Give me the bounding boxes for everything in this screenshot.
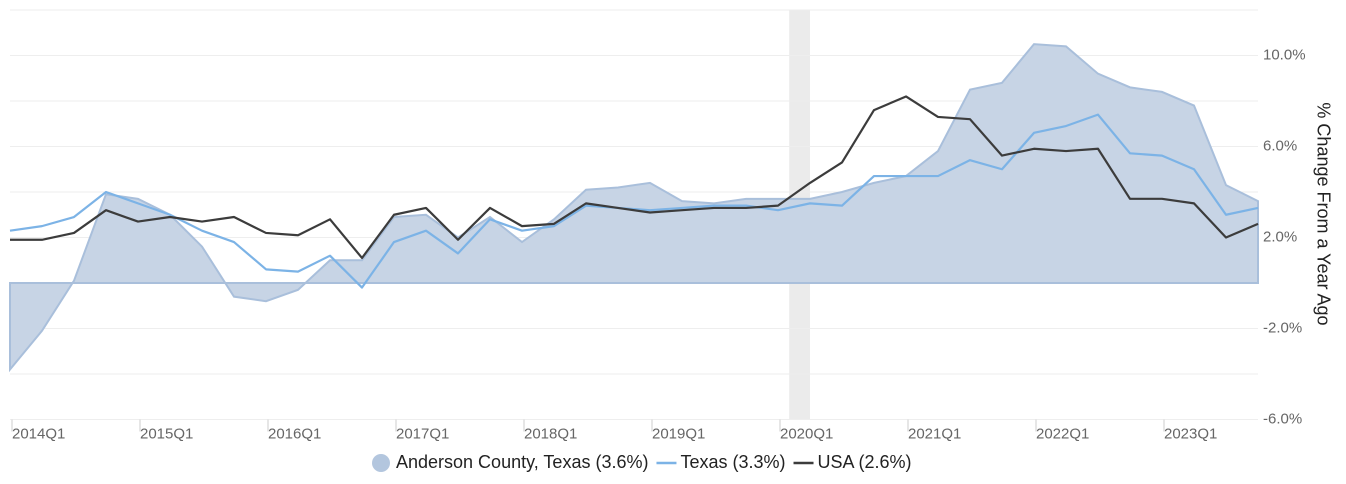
legend-swatch [372,454,390,472]
line [10,95,1259,260]
legend-label: Texas (3.3%) [680,452,785,472]
y-tick-label: 10.0% [1263,46,1306,63]
y-tick-label: 6.0% [1263,137,1297,154]
line [9,113,1259,289]
x-tick-label: 2021Q1 [908,425,961,442]
x-tick-label: 2018Q1 [524,425,577,442]
x-tick-label: 2023Q1 [1164,425,1217,442]
y-axis-label: % Change From a Year Ago [1313,102,1333,325]
x-tick-label: 2022Q1 [1036,425,1089,442]
y-tick-label: 2.0% [1263,228,1297,245]
y-tick-label: -2.0% [1263,319,1302,336]
x-tick-label: 2016Q1 [268,425,321,442]
x-tick-label: 2019Q1 [652,425,705,442]
y-tick-label: -6.0% [1263,410,1302,427]
x-tick-label: 2015Q1 [140,425,193,442]
x-tick-label: 2017Q1 [396,425,449,442]
legend-label: Anderson County, Texas (3.6%) [396,452,648,472]
x-tick-label: 2014Q1 [12,425,65,442]
legend-label: USA (2.6%) [818,452,912,472]
x-tick-label: 2020Q1 [780,425,833,442]
area [9,43,1259,373]
legend: Anderson County, Texas (3.6%) Texas (3.3%… [372,452,912,472]
